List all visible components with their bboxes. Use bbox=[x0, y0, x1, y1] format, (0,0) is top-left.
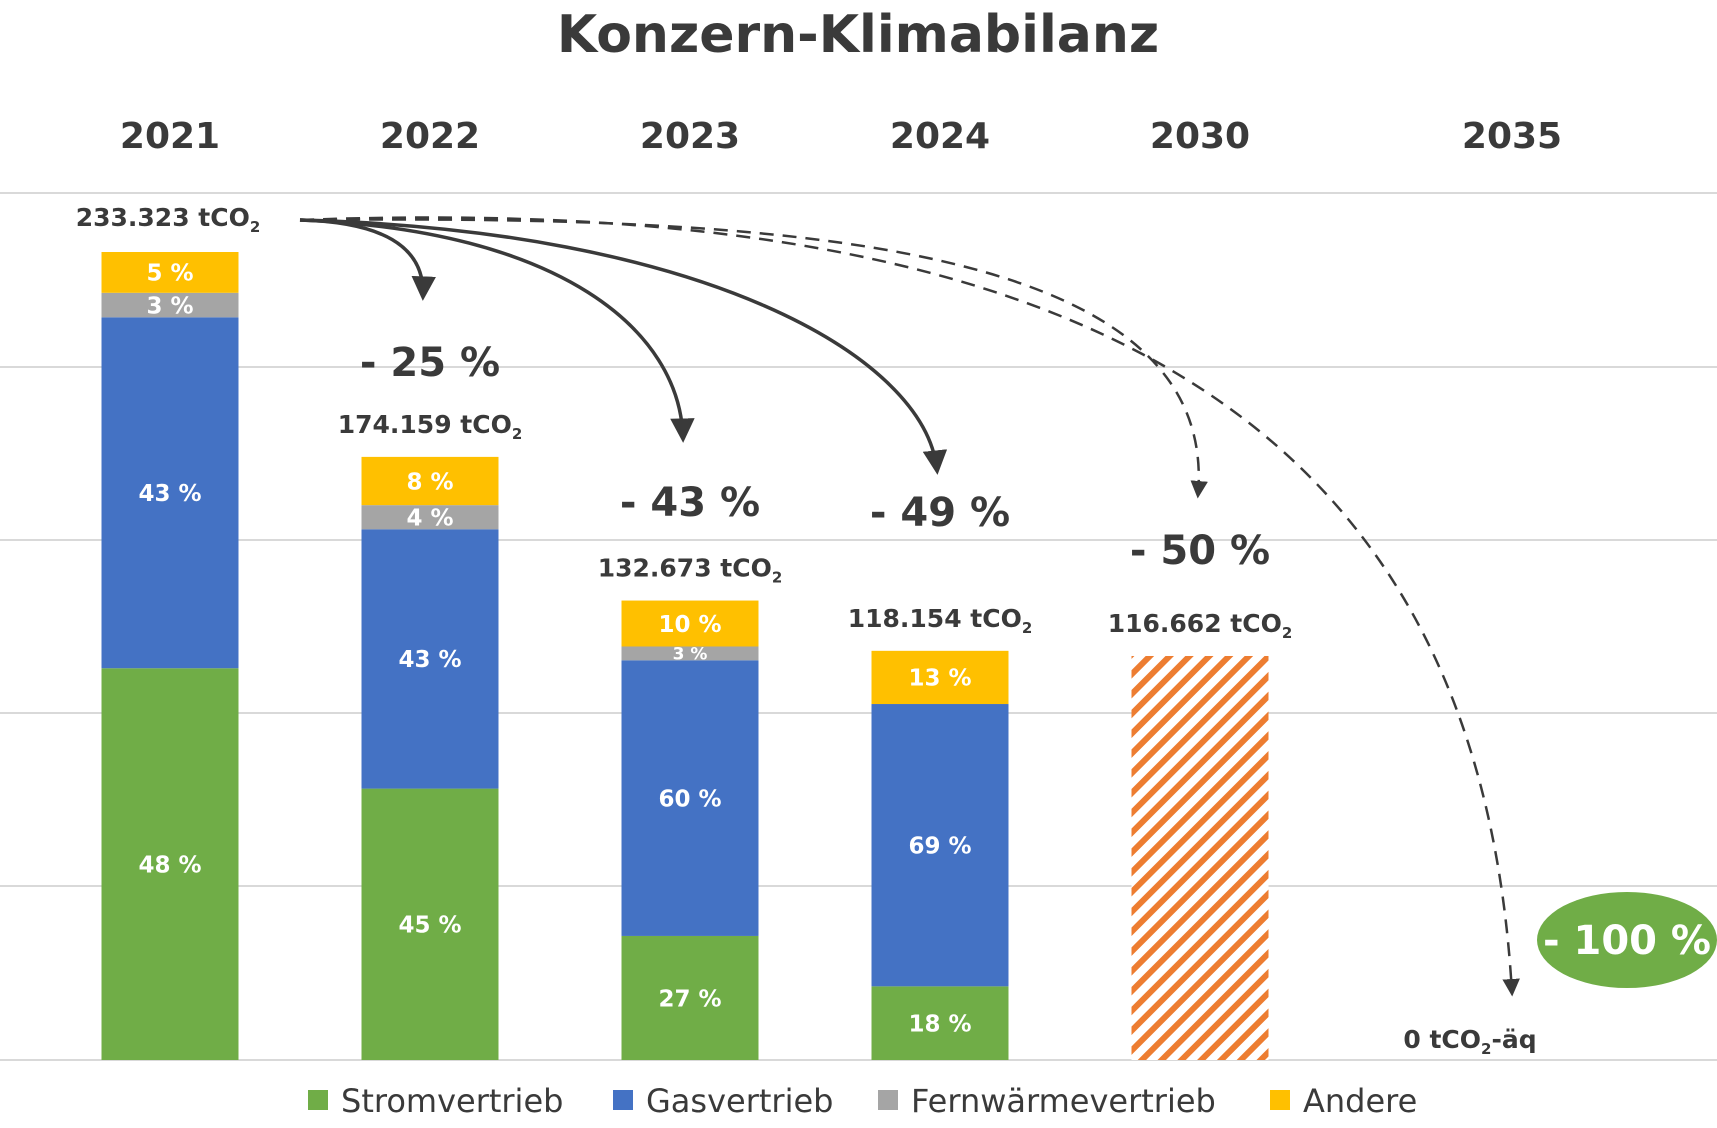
bar-fernwärmevertrieb-2021 bbox=[101, 292, 239, 318]
bar-andere-2022 bbox=[361, 456, 499, 506]
reduction-arrow-2024 bbox=[299, 218, 948, 475]
target-bar-2030 bbox=[1131, 655, 1269, 1060]
segment-label-gasvertrieb-2024: 69 % bbox=[908, 833, 971, 859]
chart-title: Konzern-Klimabilanz bbox=[557, 5, 1159, 65]
bar-gasvertrieb-2022 bbox=[361, 529, 499, 789]
bar-gasvertrieb-2021 bbox=[101, 317, 239, 669]
bar-gasvertrieb-2024 bbox=[871, 704, 1009, 987]
legend-label-andere: Andere bbox=[1303, 1082, 1417, 1120]
bar-gasvertrieb-2023 bbox=[621, 660, 759, 936]
total-label-2035: 0 tCO2-äq bbox=[1403, 1025, 1536, 1058]
year-label-2035: 2035 bbox=[1462, 116, 1562, 157]
segment-label-andere-2021: 5 % bbox=[146, 261, 193, 287]
legend-swatch-fernwärmevertrieb bbox=[878, 1090, 898, 1110]
year-label-2021: 2021 bbox=[120, 116, 220, 157]
segment-label-gasvertrieb-2022: 43 % bbox=[398, 647, 461, 673]
segment-label-andere-2023: 10 % bbox=[658, 612, 721, 638]
reduction-badge-2035 bbox=[1537, 892, 1717, 988]
bar-fernwärmevertrieb-2023 bbox=[621, 646, 759, 661]
total-label-2021: 233.323 tCO2 bbox=[76, 203, 261, 236]
reduction-arrow-2023 bbox=[299, 218, 695, 443]
total-label-2030: 116.662 tCO2 bbox=[1108, 609, 1293, 642]
reduction-label-2023: - 43 % bbox=[620, 480, 760, 526]
total-label-2022: 174.159 tCO2 bbox=[338, 410, 523, 443]
segment-label-gasvertrieb-2023: 60 % bbox=[658, 786, 721, 812]
year-label-2030: 2030 bbox=[1150, 116, 1250, 157]
bar-stromvertrieb-2021 bbox=[101, 668, 239, 1060]
legend-swatch-gasvertrieb bbox=[613, 1090, 633, 1110]
bar-andere-2023 bbox=[621, 600, 759, 647]
legend-swatch-stromvertrieb bbox=[308, 1090, 328, 1110]
legend-label-fernwärmevertrieb: Fernwärmevertrieb bbox=[911, 1082, 1216, 1120]
legend-label-gasvertrieb: Gasvertrieb bbox=[646, 1082, 833, 1120]
bar-stromvertrieb-2022 bbox=[361, 788, 499, 1060]
bar-andere-2024 bbox=[871, 650, 1009, 705]
legend-swatch-andere bbox=[1270, 1090, 1290, 1110]
reduction-label-2035: - 100 % bbox=[1543, 918, 1711, 964]
segment-label-fernwärmevertrieb-2021: 3 % bbox=[146, 293, 193, 319]
total-label-2023: 132.673 tCO2 bbox=[598, 554, 783, 587]
bar-stromvertrieb-2024 bbox=[871, 986, 1009, 1060]
year-label-2024: 2024 bbox=[890, 116, 990, 157]
segment-label-stromvertrieb-2024: 18 % bbox=[908, 1011, 971, 1037]
year-label-2022: 2022 bbox=[380, 116, 480, 157]
segment-label-stromvertrieb-2022: 45 % bbox=[398, 913, 461, 939]
reduction-label-2022: - 25 % bbox=[360, 340, 500, 386]
bar-stromvertrieb-2023 bbox=[621, 935, 759, 1060]
segment-label-stromvertrieb-2023: 27 % bbox=[658, 986, 721, 1012]
bar-andere-2021 bbox=[101, 252, 239, 293]
segment-label-andere-2024: 13 % bbox=[908, 666, 971, 692]
reduction-label-2030: - 50 % bbox=[1130, 528, 1270, 574]
year-label-2023: 2023 bbox=[640, 116, 740, 157]
bar-fernwärmevertrieb-2022 bbox=[361, 505, 499, 530]
segment-label-andere-2022: 8 % bbox=[406, 469, 453, 495]
segment-label-fernwärmevertrieb-2023: 3 % bbox=[673, 645, 708, 665]
total-label-2024: 118.154 tCO2 bbox=[848, 604, 1033, 637]
reduction-arrow-2030 bbox=[299, 218, 1208, 499]
segment-label-gasvertrieb-2021: 43 % bbox=[138, 481, 201, 507]
segment-label-fernwärmevertrieb-2022: 4 % bbox=[406, 505, 453, 531]
reduction-arrow-2035 bbox=[299, 216, 1520, 997]
reduction-label-2024: - 49 % bbox=[870, 490, 1010, 536]
segment-label-stromvertrieb-2021: 48 % bbox=[138, 852, 201, 878]
legend-label-stromvertrieb: Stromvertrieb bbox=[341, 1082, 563, 1120]
